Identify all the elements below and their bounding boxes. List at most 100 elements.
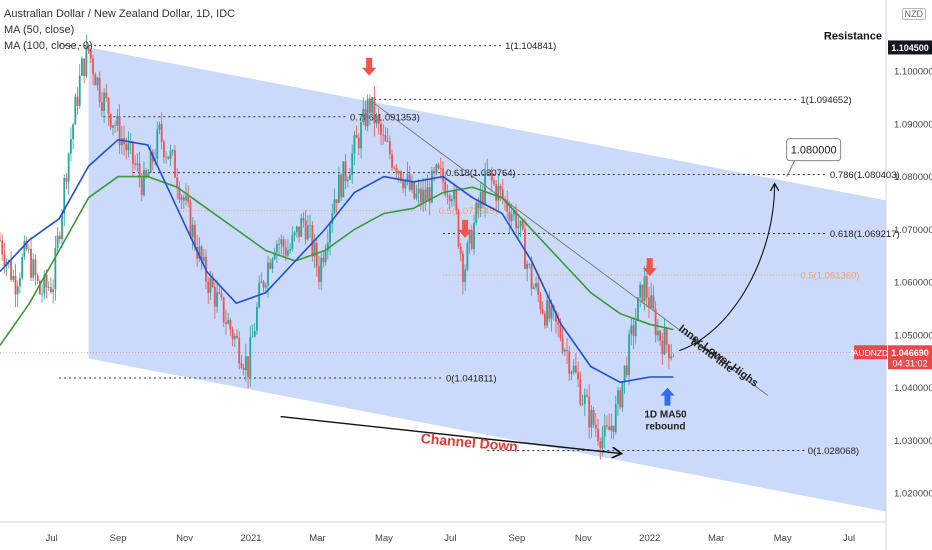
candle-body [382,134,385,136]
candle-body [623,365,626,383]
candle-body [535,283,537,288]
fib-level-label: 0.5(1.061360) [800,270,859,281]
candle-body [508,211,511,221]
candle-body [169,150,172,159]
currency-badge[interactable]: NZD [901,8,926,20]
red-arrow [458,219,473,238]
candle-body [366,98,369,127]
candle-body [247,356,249,377]
candle-body [326,242,329,252]
candle-body [353,135,356,154]
ma50-line [0,138,674,384]
time-tick: 2021 [240,533,261,544]
candle-body [532,287,535,289]
candle-body [185,196,187,201]
candle-body [315,242,318,267]
candle-body [140,177,143,196]
fib-level-label: 0.786(1.091353) [350,112,420,123]
candle-body [116,115,119,126]
candle-body [87,45,90,51]
candle-body [630,325,633,335]
price-tick: 1.030000 [894,436,932,447]
candle-body [278,244,280,246]
candle-body [672,356,675,358]
candle-body [670,356,673,359]
candle-body [189,202,192,238]
candle-body [309,225,311,226]
candle-body [499,185,502,190]
candle-body [457,210,460,247]
candle-body [313,242,316,257]
candle-body [280,239,283,245]
candle-body [306,225,309,240]
candle-body [289,248,292,251]
candle-body [100,102,103,111]
candle-body [537,283,540,295]
candle-body [242,367,245,370]
candle-body [450,199,453,202]
candle-body [459,246,462,254]
candle-body [517,226,520,229]
candle-body [202,256,205,261]
time-tick: Sep [508,533,525,544]
chart-legend: Australian Dollar / New Zealand Dollar, … [4,6,235,54]
candle-body [333,199,336,214]
candle-body [236,335,238,338]
candle-body [495,183,498,201]
candle-body [652,295,655,309]
candle-body [462,253,464,282]
red-arrow [642,258,657,277]
candle-body [198,246,201,259]
ma50-legend: MA (50, close) [4,24,75,36]
candle-body [373,97,376,124]
candle-body [324,251,327,263]
candle-body [601,436,604,449]
candle-body [563,350,566,352]
candle-body [426,187,429,201]
candle-body [61,213,63,240]
candle-body [182,197,185,201]
candle-body [256,306,258,331]
symbol-tag [854,345,887,360]
candle-body [566,350,568,352]
candle-body [171,150,174,152]
candle-body [36,275,39,281]
candle-body [269,262,272,269]
candle-body [617,390,619,405]
candle-body [568,351,571,374]
candle-body [267,262,269,286]
price-tick: 1.070000 [894,225,932,236]
candle-body [96,77,99,86]
candle-body [143,170,145,196]
candle-body [488,171,491,172]
candle-body [16,286,19,295]
candle-body [659,330,661,341]
candle-body [34,259,37,276]
candle-body [477,202,480,208]
candle-body [220,293,223,298]
price-tick: 1.090000 [894,119,932,130]
price-tick: 1.040000 [894,383,932,394]
candle-body [1,240,4,255]
candle-body [530,264,533,289]
candle-body [481,192,484,206]
candle-body [227,320,230,324]
price-axis: 1.100000 1.090000 1.080000 1.070000 1.060000… [894,67,932,500]
candle-body [575,365,577,373]
candle-body [597,428,599,442]
candle-body [464,269,467,282]
candle-body [466,243,469,270]
candle-body [132,141,134,164]
candle-body [645,276,648,298]
candle-body [331,213,334,225]
candle-body [395,167,398,174]
candle-body [14,275,17,295]
candle-body [504,198,506,200]
candle-body [369,98,371,113]
time-tick: 2022 [639,533,660,544]
candle-body [98,77,101,103]
candle-body [610,425,613,431]
candle-body [391,154,393,168]
candle-body [548,300,551,319]
